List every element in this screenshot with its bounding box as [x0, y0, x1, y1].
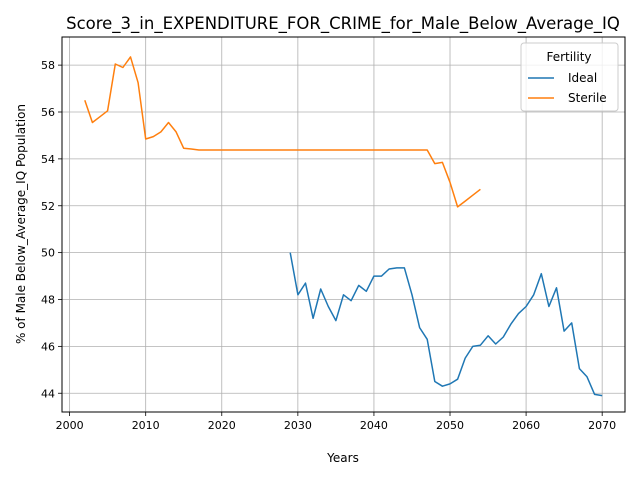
legend: Fertility Ideal Sterile: [520, 42, 619, 112]
y-axis-label: % of Male Below_Average_IQ Population: [14, 104, 28, 344]
x-tick-label: 2070: [588, 419, 616, 432]
legend-label-sterile: Sterile: [568, 91, 607, 105]
series-line-ideal: [289, 252, 603, 397]
x-tick-label: 2050: [436, 419, 464, 432]
x-tick-label: 2000: [56, 419, 84, 432]
x-tick-label: 2060: [512, 419, 540, 432]
series-line-sterile: [84, 56, 481, 208]
x-axis-label: Years: [326, 451, 359, 465]
y-tick-label: 54: [41, 153, 55, 166]
x-tick-label: 2040: [360, 419, 388, 432]
axis-ticks: 2000 2010 2020 2030 2040 2050 2060 2070 44 46 48 50…: [41, 59, 616, 432]
y-tick-label: 50: [41, 247, 55, 260]
series-lines: [84, 56, 603, 397]
y-tick-label: 44: [41, 387, 55, 400]
x-tick-label: 2030: [284, 419, 312, 432]
plot-frame: [61, 36, 626, 413]
legend-title: Fertility: [546, 50, 591, 64]
legend-label-ideal: Ideal: [568, 71, 597, 85]
y-tick-label: 52: [41, 200, 55, 213]
x-tick-label: 2020: [208, 419, 236, 432]
chart-title: Score_3_in_EXPENDITURE_FOR_CRIME_for_Mal…: [66, 14, 620, 34]
legend-box: [520, 42, 619, 112]
y-tick-label: 48: [41, 294, 55, 307]
y-tick-label: 58: [41, 59, 55, 72]
y-tick-label: 56: [41, 106, 55, 119]
x-tick-label: 2010: [132, 419, 160, 432]
y-tick-label: 46: [41, 340, 55, 353]
